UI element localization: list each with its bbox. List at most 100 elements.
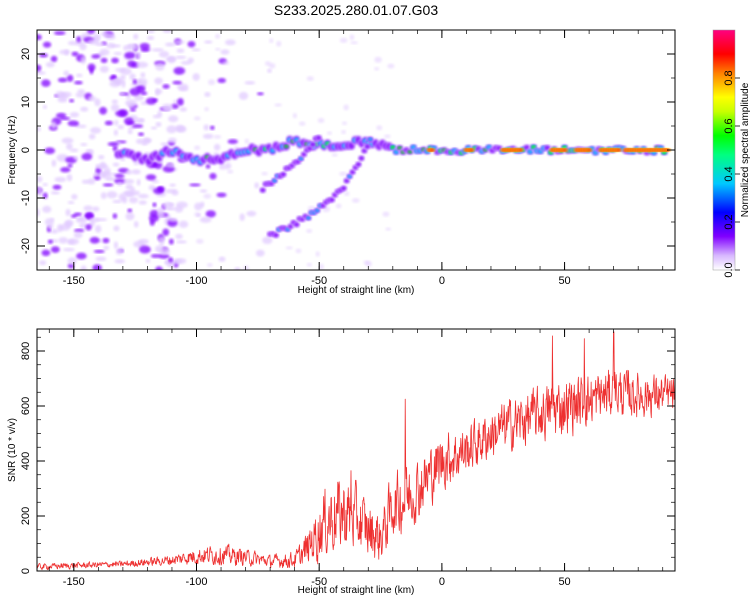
spectrogram-blob [335, 203, 342, 209]
spectrogram-blob [55, 112, 67, 119]
spectrogram-blob [110, 103, 120, 112]
spectrogram-blob [85, 224, 92, 231]
spectrogram-blob [141, 101, 148, 106]
spectrogram-blob [69, 111, 80, 118]
spectrogram-blob [206, 263, 213, 267]
spectrogram-blob [131, 169, 141, 175]
spectrogram-ylabel: Frequency (Hz) [7, 116, 18, 185]
spectrogram-blob [326, 131, 332, 135]
spectrogram-blob [125, 170, 133, 175]
spectrogram-blob [382, 211, 390, 217]
spectrogram-blob [37, 208, 40, 217]
spectrogram-blob [306, 76, 314, 82]
spectrogram-blob [118, 193, 126, 202]
spectrogram-blob [83, 205, 93, 212]
spectrogram-blob [132, 79, 138, 85]
spectrogram-blob [136, 178, 141, 186]
spectrogram-blob [267, 68, 272, 73]
colorbar-axis: 0.0 0.2 0.4 0.6 0.8 [723, 70, 740, 278]
spectrogram-blob [102, 183, 114, 187]
colorbar-tick-label: 0.0 [723, 262, 735, 277]
spectrogram-blob [80, 265, 87, 270]
spectrogram-blob [217, 77, 227, 84]
spectrogram-blob [41, 79, 51, 87]
spectrogram-blob [350, 41, 358, 45]
spectrogram-blob [39, 260, 47, 266]
spectrogram-blob [136, 61, 149, 68]
spectrogram-blob [341, 129, 346, 135]
spectrogram-blob [162, 228, 170, 236]
spectrogram-blob [256, 92, 264, 96]
spectrogram-blob [133, 33, 139, 40]
spectrogram-blob [175, 55, 187, 60]
spectrogram-blob [158, 51, 170, 58]
spectrogram-blob [92, 206, 100, 212]
spectrogram-blob [152, 98, 158, 102]
spectrogram-blob [150, 126, 158, 130]
spectrogram-blob [376, 125, 383, 131]
spectrogram-blob [160, 142, 169, 146]
spectrogram-blob [238, 91, 249, 100]
spectrogram-blob [194, 145, 201, 150]
snr-ytick-label: 200 [20, 507, 32, 525]
spectrogram-blob [168, 238, 174, 245]
spectrogram-blob [202, 133, 214, 139]
spectrogram-blob [122, 190, 135, 196]
spectrogram-blob [87, 178, 96, 185]
spectrogram-blob [227, 139, 238, 145]
spectrogram-blob [89, 236, 100, 244]
spectrogram-blob [41, 249, 51, 257]
spectrogram-blob [284, 144, 289, 148]
spectrogram-blob [178, 86, 189, 92]
spectrogram-blob [127, 129, 133, 135]
spectrogram-blob [355, 161, 362, 167]
spectrogram-blob [101, 171, 112, 179]
spectrogram-blob [42, 183, 48, 187]
spectrogram-blob [213, 135, 222, 139]
spectrogram-blob [114, 174, 125, 179]
snr-ytick-label: 400 [20, 452, 32, 470]
spectrogram-blob [84, 212, 94, 219]
spectrogram-blob [37, 192, 44, 197]
spectrogram-blob [203, 124, 210, 131]
spectrogram-blob [220, 49, 230, 55]
spectrogram-blob [61, 137, 74, 144]
spectrogram-blob [67, 239, 75, 245]
spectrogram-blob [147, 30, 155, 34]
spectrogram-blob [111, 44, 121, 48]
spectrogram-blob [66, 74, 74, 82]
spectrogram-blob [213, 143, 221, 151]
spectrogram-blob [102, 237, 110, 244]
spectrogram-blob [113, 52, 123, 56]
spectrogram-xlabel: Height of straight line (km) [298, 285, 415, 296]
spectrogram-blob [99, 48, 110, 56]
spectrogram-blob [69, 98, 75, 103]
spectrogram-blob [87, 95, 97, 102]
spectrogram-blob [95, 256, 107, 262]
spectrogram-blob [157, 186, 166, 192]
spectrogram-blob [319, 263, 324, 270]
spectrogram-blob [162, 30, 172, 33]
spectrogram-xtick-label: 0 [439, 275, 445, 287]
spectrogram-blob [50, 229, 59, 234]
spectrogram-blob [109, 80, 121, 88]
snr-axes: -150 -100 -50 0 50 0 200 400 600 800 [20, 329, 675, 588]
spectrogram-blob [37, 126, 41, 132]
spectrogram-blob [193, 116, 201, 121]
spectrogram-blob [157, 110, 163, 118]
spectrogram-blob [80, 56, 86, 65]
spectrogram-blob [390, 145, 396, 150]
spectrogram-blob [167, 55, 176, 64]
spectrogram-blob [204, 40, 213, 44]
spectrogram-blob [168, 257, 173, 263]
spectrogram-blob [134, 118, 145, 124]
spectrogram-blob [120, 92, 125, 96]
spectrogram-blob [70, 214, 77, 218]
spectrogram-blob [259, 187, 266, 193]
spectrogram-blob [341, 121, 348, 125]
spectrogram-blob [91, 54, 101, 59]
spectrogram-blob [244, 80, 256, 85]
spectrogram-blob [531, 145, 536, 149]
spectrogram-blob [78, 124, 87, 129]
